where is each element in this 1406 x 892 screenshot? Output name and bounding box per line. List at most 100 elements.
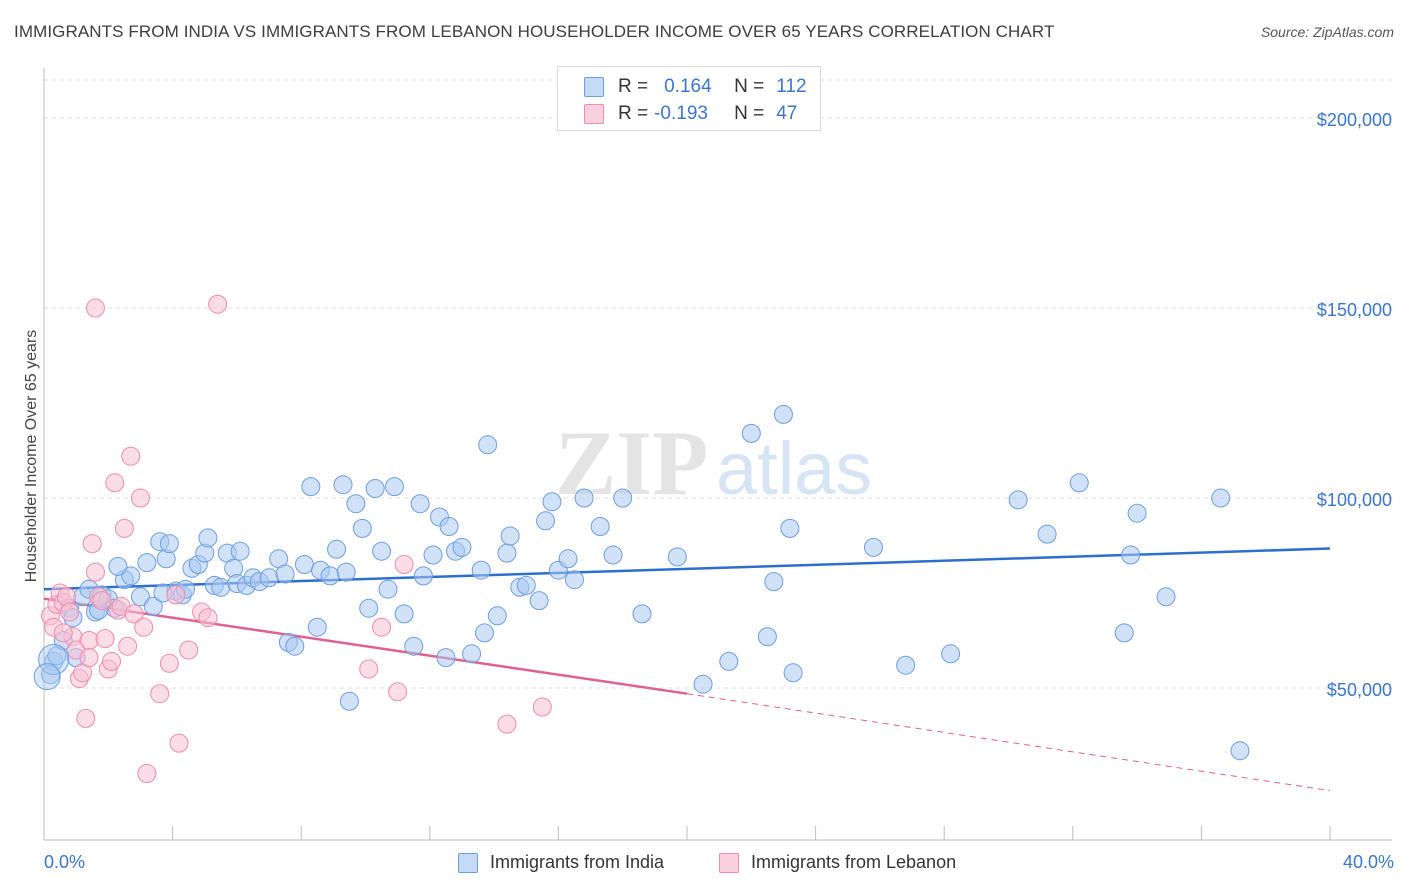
y-tick-label-1: $100,000 [1317,490,1392,510]
lebanon-n-value: 47 [776,103,798,124]
lebanon-point-36 [198,608,218,628]
india-point-73 [516,575,536,595]
india-point-82 [613,488,633,508]
india-point-81 [603,545,623,565]
lebanon-point-24 [118,636,138,656]
india-point-53 [378,579,398,599]
india-point-87 [741,423,761,443]
india-point-79 [574,488,594,508]
india-point-19 [159,534,179,554]
lebanon-point-45 [53,623,73,643]
lebanon-point-31 [159,653,179,673]
india-point-89 [764,572,784,592]
india-point-61 [436,648,456,668]
india-point-90 [773,404,793,424]
india-point-96 [1008,490,1028,510]
correlation-legend: R = 0.164 N = 112 R = -0.193 N = 47 [557,66,821,131]
y-tick-label-0: $50,000 [1327,680,1392,700]
india-point-78 [558,549,578,569]
axes [43,68,1392,841]
india-point-66 [471,560,491,580]
y-tick-labels: $50,000 $100,000 $150,000 $200,000 [1317,110,1392,700]
x-tick-max: 40.0% [1342,852,1394,872]
lebanon-point-16 [92,591,112,611]
india-point-85 [693,674,713,694]
india-point-100 [1121,545,1141,565]
india-point-99 [1114,623,1134,643]
india-r-label: R = [618,76,649,97]
india-point-74 [529,591,549,611]
lebanon-r-value: -0.193 [654,103,708,124]
india-point-75 [536,511,556,531]
india-point-58 [413,566,433,586]
india-point-71 [500,526,520,546]
lebanon-point-17 [95,629,115,649]
lebanon-point-37 [208,294,228,314]
lebanon-point-26 [124,604,144,624]
india-r-value: 0.164 [664,76,712,97]
x-tick-min: 0.0% [44,852,86,872]
india-point-28 [211,577,231,597]
lebanon-point-23 [114,518,134,538]
india-point-42 [307,617,327,637]
india-legend-label: Immigrants from India [490,852,665,872]
india-point-62 [439,517,459,536]
lebanon-point-41 [394,555,414,574]
india-point-40 [294,555,314,574]
india-point-52 [372,541,392,561]
india-point-109 [230,541,250,561]
india-point-59 [423,545,443,565]
india-legend-swatch [458,852,478,873]
india-point-102 [1156,587,1176,607]
legend-item-india[interactable]: Immigrants from India [458,852,664,873]
lebanon-point-33 [169,733,189,753]
india-point-103 [1211,488,1231,508]
lebanon-point-19 [102,651,122,671]
india-point-95 [941,644,961,664]
india-point-37 [275,564,295,584]
data-points [33,294,1250,783]
legend-item-lebanon[interactable]: Immigrants from Lebanon [719,852,956,873]
india-point-107 [108,556,128,576]
lebanon-n-label: N = [734,103,765,124]
watermark-atlas: atlas [716,427,872,510]
lebanon-point-46 [79,648,99,668]
lebanon-swatch [584,104,604,124]
india-point-94 [896,655,916,675]
india-point-13 [121,566,141,586]
india-n-label: N = [734,76,765,97]
india-point-56 [404,636,424,656]
india-point-111 [564,570,584,590]
india-point-105 [40,665,60,685]
lebanon-trend-extension [686,693,1331,792]
india-point-55 [394,604,414,624]
lebanon-point-42 [497,714,517,734]
india-point-104 [1230,741,1250,761]
india-point-51 [365,479,385,498]
india-point-70 [497,543,517,563]
india-point-49 [352,518,372,538]
legend-row-india: R = 0.164 N = 112 [584,75,807,99]
lebanon-point-39 [372,617,392,637]
lebanon-point-11 [76,708,96,728]
series-legend: Immigrants from India Immigrants from Le… [0,852,1406,876]
lebanon-legend-label: Immigrants from Lebanon [751,852,957,872]
lebanon-point-34 [179,640,199,660]
chart-title: IMMIGRANTS FROM INDIA VS IMMIGRANTS FROM… [14,22,1055,41]
india-point-35 [259,568,279,588]
india-point-101 [1127,503,1147,523]
india-point-93 [863,537,883,557]
lebanon-point-28 [134,617,154,637]
india-point-76 [542,492,562,512]
y-tick-label-3: $200,000 [1317,110,1392,130]
india-point-14 [130,587,150,607]
lebanon-point-14 [85,562,105,582]
india-point-84 [667,547,687,567]
india-point-15 [137,553,157,573]
india-n-value: 112 [776,76,807,97]
lebanon-point-13 [82,534,102,554]
india-point-65 [462,644,482,664]
india-point-67 [474,623,494,643]
zipatlas-watermark: ZIP atlas [555,412,872,514]
